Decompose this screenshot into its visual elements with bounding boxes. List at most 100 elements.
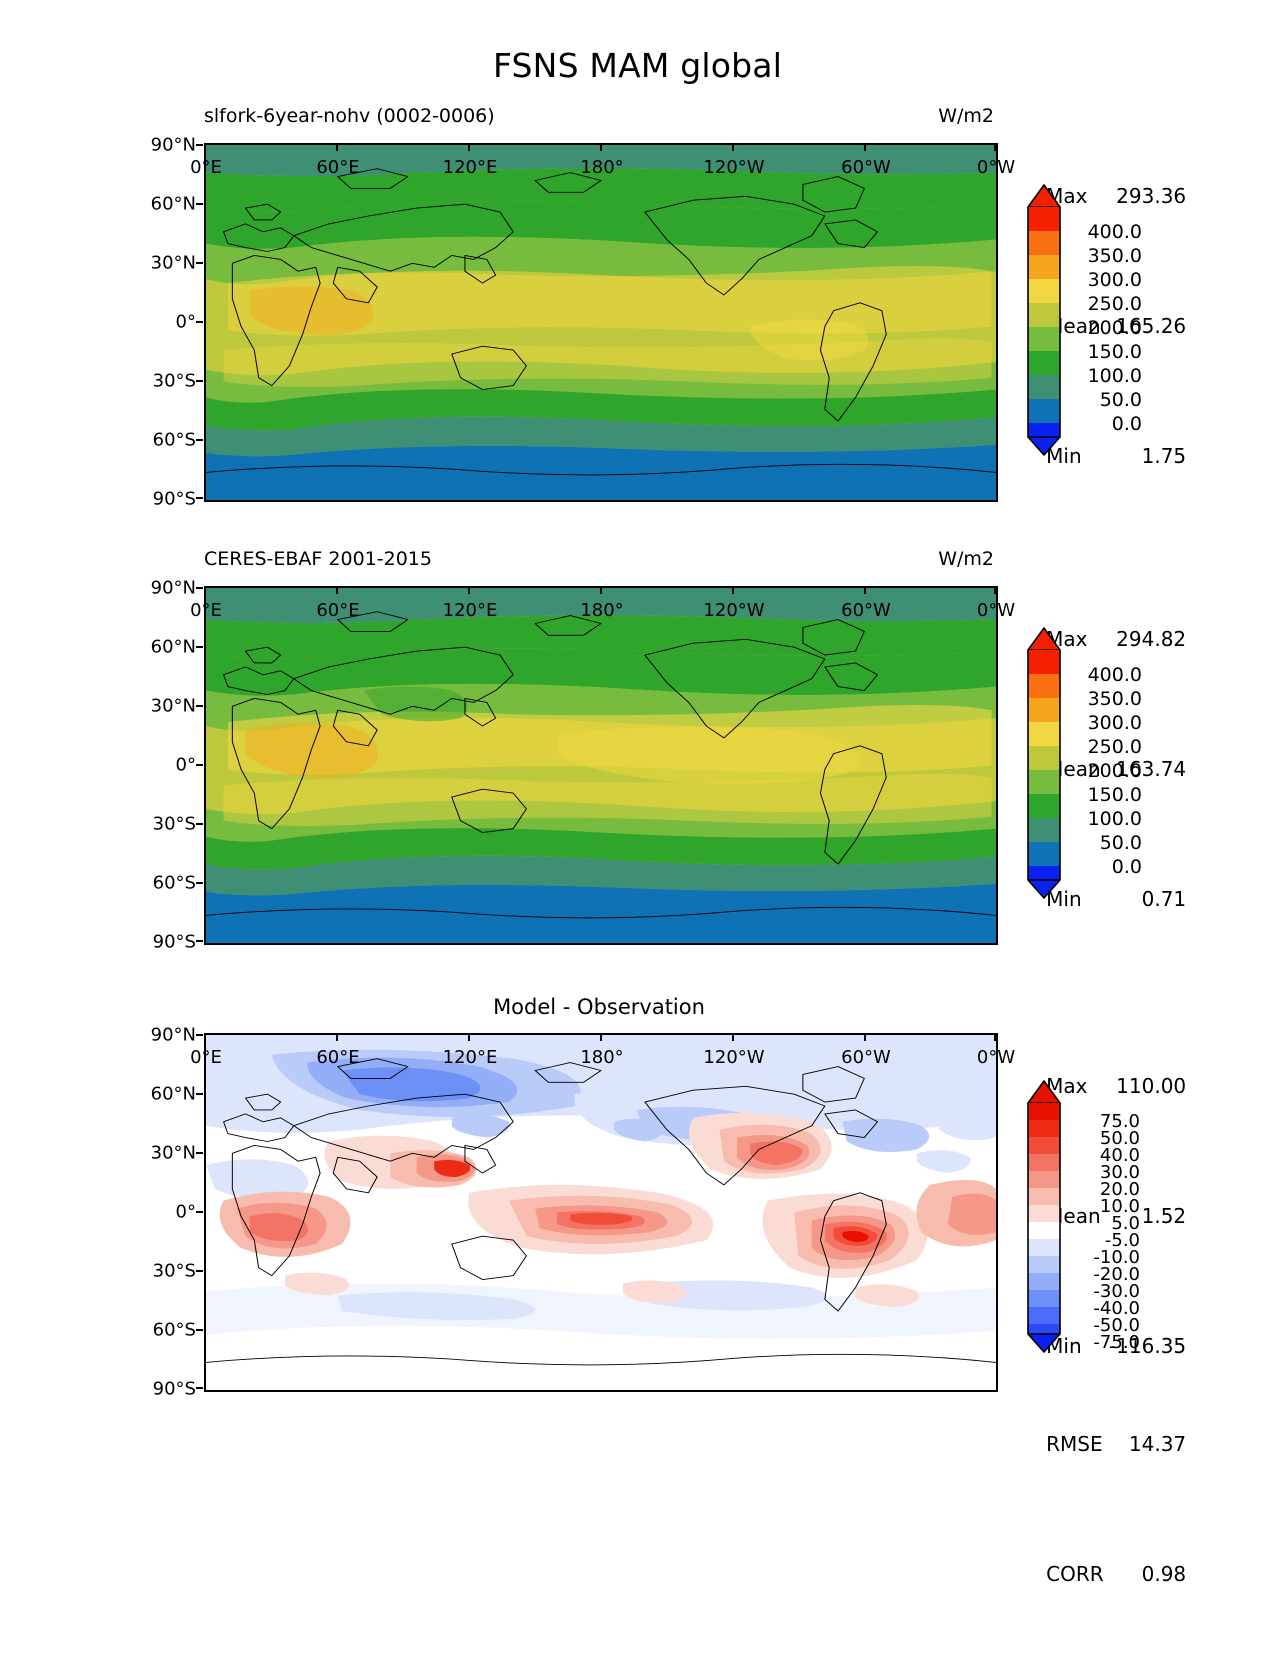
- page-title: FSNS MAM global: [492, 46, 783, 85]
- svg-text:75.0: 75.0: [1100, 1111, 1140, 1132]
- colorbar-model-bands: [1027, 184, 1061, 456]
- x-tick-mark: [336, 586, 338, 594]
- y-tick-mark: [196, 882, 203, 884]
- svg-text:200.0: 200.0: [1088, 317, 1142, 339]
- x-tick-mark: [204, 143, 206, 151]
- svg-text:5.0: 5.0: [1111, 1213, 1140, 1234]
- svg-text:50.0: 50.0: [1100, 832, 1142, 854]
- y-tick-mark: [196, 1270, 203, 1272]
- y-tick-mark: [196, 705, 203, 707]
- svg-text:-20.0: -20.0: [1093, 1264, 1140, 1285]
- x-tick-mark: [204, 1033, 206, 1041]
- svg-text:100.0: 100.0: [1088, 365, 1142, 387]
- svg-text:-50.0: -50.0: [1093, 1315, 1140, 1336]
- panel-observation-units: W/m2: [938, 548, 994, 570]
- map-frame-observation[interactable]: [204, 586, 998, 945]
- colorbar-difference-labels: 75.0 50.0 40.0 30.0 20.0 10.0 5.0 -5.0 -…: [1093, 1111, 1140, 1353]
- panel-difference-footer-stats: RMSE 14.37 CORR 0.98: [1008, 1353, 1186, 1665]
- map-frame-model[interactable]: [204, 143, 998, 502]
- y-tick-mark: [196, 321, 203, 323]
- x-tick-mark: [994, 1033, 996, 1041]
- colorbar-model[interactable]: 400.0 350.0 300.0 250.0 200.0 150.0 100.…: [1022, 177, 1182, 456]
- svg-text:20.0: 20.0: [1100, 1179, 1140, 1200]
- x-tick-mark: [994, 586, 996, 594]
- y-tick-mark: [196, 587, 203, 589]
- panel-difference-subtitle: Model - Observation: [493, 995, 705, 1019]
- colorbar-observation-svg[interactable]: 400.0 350.0 300.0 250.0 200.0 150.0 100.…: [1022, 620, 1182, 899]
- map-frame-difference[interactable]: [204, 1033, 998, 1392]
- svg-text:-5.0: -5.0: [1105, 1230, 1140, 1251]
- svg-text:10.0: 10.0: [1100, 1196, 1140, 1217]
- x-tick-mark: [336, 143, 338, 151]
- svg-text:40.0: 40.0: [1100, 1145, 1140, 1166]
- x-tick-mark: [600, 586, 602, 594]
- svg-text:50.0: 50.0: [1100, 389, 1142, 411]
- map-observation[interactable]: [206, 588, 996, 943]
- y-tick-mark: [196, 262, 203, 264]
- y-tick-mark: [196, 940, 203, 942]
- x-tick-mark: [864, 586, 866, 594]
- x-tick-mark: [864, 1033, 866, 1041]
- svg-text:-10.0: -10.0: [1093, 1247, 1140, 1268]
- svg-text:0.0: 0.0: [1112, 856, 1142, 878]
- y-tick-mark: [196, 823, 203, 825]
- panel-observation-header: CERES-EBAF 2001-2015 W/m2: [204, 548, 994, 578]
- svg-text:50.0: 50.0: [1100, 1128, 1140, 1149]
- stat-corr: CORR 0.98: [1046, 1562, 1187, 1586]
- panel-difference-header: Model - Observation: [204, 995, 994, 1025]
- x-tick-mark: [204, 586, 206, 594]
- svg-text:250.0: 250.0: [1088, 736, 1142, 758]
- svg-text:-40.0: -40.0: [1093, 1298, 1140, 1319]
- svg-text:250.0: 250.0: [1088, 293, 1142, 315]
- stat-min: Min 1.75: [1046, 444, 1187, 468]
- colorbar-difference-svg[interactable]: 75.0 50.0 40.0 30.0 20.0 10.0 5.0 -5.0 -…: [1022, 1077, 1182, 1353]
- svg-text:0.0: 0.0: [1112, 413, 1142, 435]
- colorbar-observation-labels: 400.0 350.0 300.0 250.0 200.0 150.0 100.…: [1088, 664, 1142, 878]
- x-tick-mark: [732, 1033, 734, 1041]
- y-tick-mark: [196, 1034, 203, 1036]
- svg-text:150.0: 150.0: [1088, 784, 1142, 806]
- y-tick-mark: [196, 439, 203, 441]
- x-tick-mark: [732, 143, 734, 151]
- svg-text:400.0: 400.0: [1088, 221, 1142, 243]
- panel-model-units: W/m2: [938, 105, 994, 127]
- y-tick-mark: [196, 1329, 203, 1331]
- y-tick-mark: [196, 764, 203, 766]
- svg-text:150.0: 150.0: [1088, 341, 1142, 363]
- x-tick-mark: [468, 1033, 470, 1041]
- x-tick-mark: [600, 143, 602, 151]
- x-tick-mark: [468, 586, 470, 594]
- colorbar-model-svg[interactable]: 400.0 350.0 300.0 250.0 200.0 150.0 100.…: [1022, 177, 1182, 456]
- x-tick-mark: [732, 586, 734, 594]
- y-tick-mark: [196, 203, 203, 205]
- stat-min: Min 0.71: [1046, 887, 1187, 911]
- svg-text:350.0: 350.0: [1088, 245, 1142, 267]
- colorbar-model-labels: 400.0 350.0 300.0 250.0 200.0 150.0 100.…: [1088, 221, 1142, 435]
- colorbar-observation-bands: [1027, 627, 1061, 899]
- y-tick-mark: [196, 497, 203, 499]
- y-tick-mark: [196, 1211, 203, 1213]
- svg-text:300.0: 300.0: [1088, 712, 1142, 734]
- svg-text:350.0: 350.0: [1088, 688, 1142, 710]
- y-tick-mark: [196, 1387, 203, 1389]
- panel-model-subtitle: slfork-6year-nohv (0002-0006): [204, 105, 495, 127]
- y-tick-mark: [196, 144, 203, 146]
- x-tick-mark: [468, 143, 470, 151]
- colorbar-difference[interactable]: 75.0 50.0 40.0 30.0 20.0 10.0 5.0 -5.0 -…: [1022, 1077, 1182, 1353]
- x-tick-mark: [336, 1033, 338, 1041]
- stat-rmse: RMSE 14.37: [1046, 1432, 1187, 1456]
- panel-observation-subtitle: CERES-EBAF 2001-2015: [204, 548, 432, 570]
- x-tick-mark: [600, 1033, 602, 1041]
- svg-text:300.0: 300.0: [1088, 269, 1142, 291]
- x-tick-mark: [864, 143, 866, 151]
- y-tick-mark: [196, 1093, 203, 1095]
- svg-text:200.0: 200.0: [1088, 760, 1142, 782]
- colorbar-observation[interactable]: 400.0 350.0 300.0 250.0 200.0 150.0 100.…: [1022, 620, 1182, 899]
- panel-model-header: slfork-6year-nohv (0002-0006) W/m2: [204, 105, 994, 135]
- colorbar-difference-bands: [1027, 1080, 1061, 1353]
- map-model[interactable]: [206, 145, 996, 500]
- map-difference[interactable]: [206, 1035, 996, 1390]
- svg-text:30.0: 30.0: [1100, 1162, 1140, 1183]
- y-tick-mark: [196, 380, 203, 382]
- svg-text:-75.0: -75.0: [1093, 1332, 1140, 1353]
